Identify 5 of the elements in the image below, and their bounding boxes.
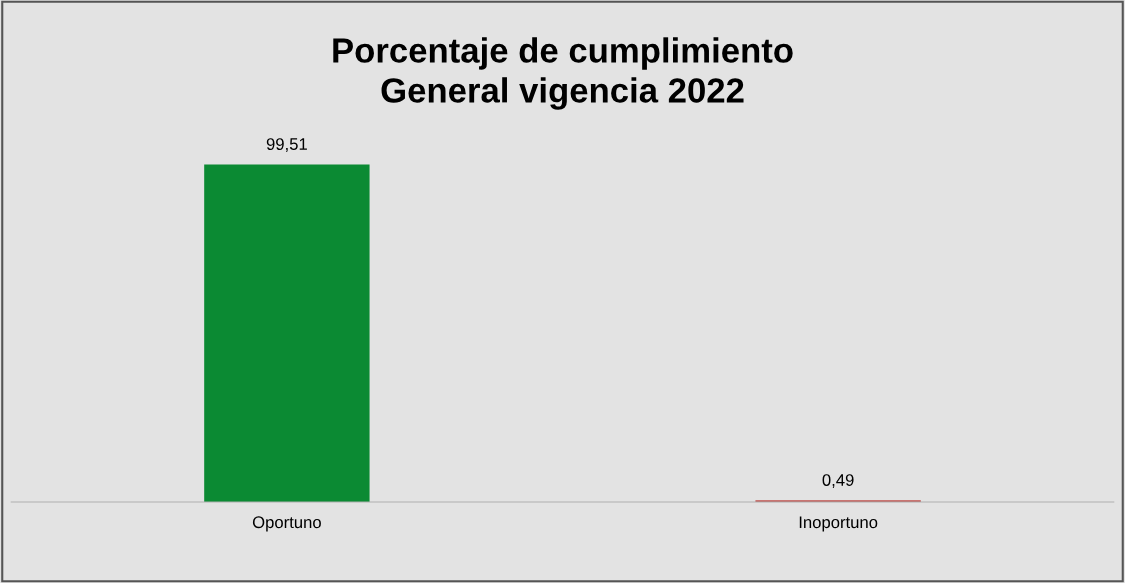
chart-title: Porcentaje de cumplimiento General vigencia 2022 — [333, 37, 793, 110]
data-label: 0,49 — [822, 474, 854, 488]
x-tick-label: Oportuno — [252, 516, 321, 532]
x-tick-label: Inoportuno — [799, 516, 878, 532]
data-label: 99,51 — [266, 138, 307, 152]
